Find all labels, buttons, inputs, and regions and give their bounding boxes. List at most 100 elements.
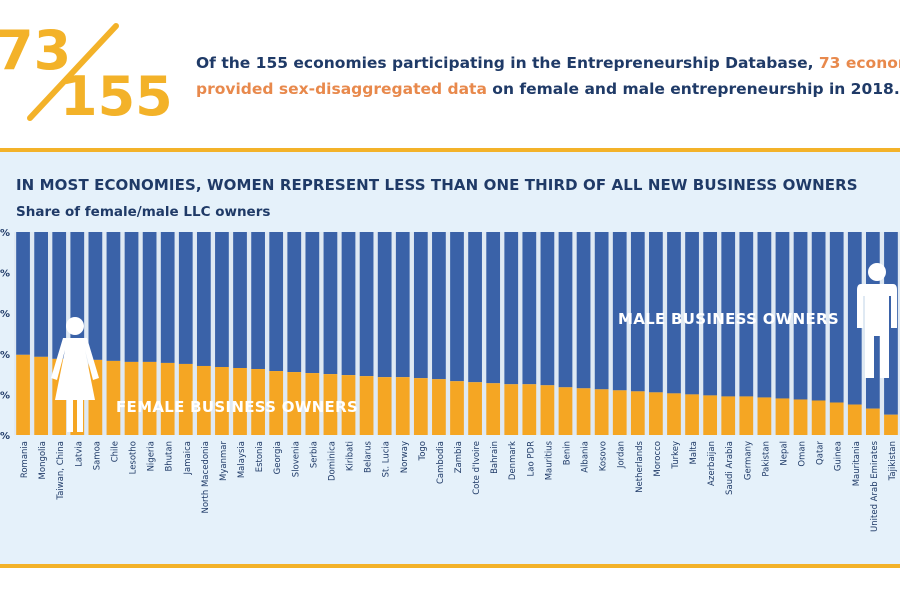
- bar-female: [233, 368, 247, 435]
- x-tick-label: Nepal: [779, 441, 789, 466]
- x-tick-label: Jordan: [617, 441, 627, 469]
- bar-male: [413, 232, 428, 379]
- bar-female: [576, 388, 591, 435]
- bar-female: [34, 356, 48, 435]
- bar-female: [649, 392, 663, 435]
- bar-male: [233, 232, 247, 369]
- bar-male: [811, 232, 826, 401]
- x-tick-label: Zambia: [454, 441, 464, 473]
- intro-line2-rest: on female and male entrepreneurship in 2…: [486, 80, 900, 98]
- bar-female: [196, 365, 211, 435]
- bar-male: [829, 232, 844, 403]
- x-tick-label: Mauritius: [544, 440, 554, 480]
- bar-female: [847, 404, 862, 435]
- x-tick-label: Azerbaijan: [707, 441, 717, 486]
- x-tick-label: Germany: [743, 441, 753, 480]
- bar-female: [866, 408, 880, 435]
- fraction-slash-icon: [27, 23, 119, 121]
- bar-male: [468, 232, 482, 383]
- bar-male: [721, 232, 736, 397]
- bar-female: [739, 396, 754, 435]
- y-tick-label: 80%: [0, 269, 10, 280]
- bar-female: [468, 382, 482, 435]
- bar-male: [739, 232, 754, 397]
- x-tick-label: Kiribati: [346, 441, 356, 471]
- x-tick-label: Mongolia: [38, 441, 48, 479]
- bar-female: [486, 383, 501, 435]
- bar-female: [106, 360, 121, 435]
- x-tick-label: Lao PDR: [526, 441, 536, 477]
- bar-male: [667, 232, 681, 394]
- bar-female: [522, 384, 537, 435]
- bar-female: [775, 398, 790, 435]
- bar-female: [88, 359, 103, 435]
- x-tick-label: Bhutan: [165, 441, 175, 472]
- bar-female: [829, 402, 844, 435]
- bar-male: [504, 232, 519, 385]
- bar-male: [612, 232, 627, 391]
- bar-male: [251, 232, 265, 370]
- bar-female: [450, 381, 464, 435]
- x-tick-label: Saudi Arabia: [725, 441, 735, 495]
- x-tick-label: Cote d'Ivoire: [472, 441, 482, 495]
- bar-male: [522, 232, 537, 385]
- bar-male: [142, 232, 157, 362]
- x-tick-label: Samoa: [92, 441, 102, 470]
- bar-female: [432, 379, 446, 435]
- intro-text: Of the 155 economies participating in th…: [196, 50, 900, 102]
- bar-male: [124, 232, 139, 362]
- bar-male: [269, 232, 284, 372]
- male-person-icon: [857, 263, 897, 378]
- bar-female: [341, 375, 356, 435]
- x-tick-label: Netherlands: [635, 440, 645, 492]
- bar-male: [432, 232, 446, 380]
- x-tick-label: Latvia: [74, 441, 84, 467]
- x-tick-label: Malaysia: [237, 441, 247, 478]
- bar-female: [540, 385, 555, 435]
- bar-male: [685, 232, 699, 395]
- bar-male: [160, 232, 175, 363]
- bar-male: [558, 232, 573, 388]
- x-tick-label: Belarus: [364, 440, 374, 473]
- x-tick-label: Chile: [110, 441, 120, 462]
- x-tick-label: Malta: [689, 441, 699, 464]
- bar-male: [88, 232, 103, 360]
- y-tick-label: 60%: [0, 309, 10, 320]
- x-tick-label: Lesotho: [129, 441, 139, 474]
- bar-female: [377, 377, 392, 435]
- x-tick-label: Myanmar: [219, 441, 229, 481]
- bar-male: [196, 232, 211, 366]
- bar-male: [359, 232, 374, 377]
- x-tick-label: Guinea: [834, 441, 844, 471]
- intro-highlight: 73 economies: [818, 54, 900, 72]
- bar-male: [16, 232, 30, 355]
- chart-title: IN MOST ECONOMIES, WOMEN REPRESENT LESS …: [16, 176, 858, 194]
- x-tick-label: Benin: [562, 441, 572, 465]
- bar-male: [341, 232, 356, 376]
- bar-male: [106, 232, 121, 361]
- bar-male: [305, 232, 320, 374]
- x-tick-label: Turkey: [671, 441, 681, 470]
- x-tick-label: Romania: [20, 441, 30, 478]
- x-tick-label: North Macedonia: [201, 441, 211, 513]
- bar-male: [178, 232, 193, 364]
- intro-part1: Of the 155 economies participating in th…: [196, 54, 819, 72]
- x-tick-label: Qatar: [816, 440, 826, 464]
- x-tick-label: Oman: [798, 441, 808, 467]
- x-tick-label: Albania: [581, 441, 591, 473]
- bar-female: [16, 354, 30, 435]
- bar-male: [52, 232, 67, 359]
- x-tick-label: Nigeria: [147, 441, 157, 471]
- bar-male: [287, 232, 302, 373]
- x-tick-label: Slovenia: [291, 441, 301, 477]
- bar-female: [793, 399, 808, 435]
- bar-female: [124, 361, 139, 435]
- x-tick-label: Bahrain: [490, 441, 500, 474]
- bar-male: [775, 232, 790, 399]
- x-tick-label: Pakistan: [761, 441, 771, 477]
- bar-female: [269, 371, 284, 435]
- male-series-label: MALE BUSINESS OWNERS: [618, 310, 839, 328]
- bar-female: [305, 373, 320, 435]
- bar-female: [703, 395, 718, 435]
- bar-female: [667, 393, 681, 435]
